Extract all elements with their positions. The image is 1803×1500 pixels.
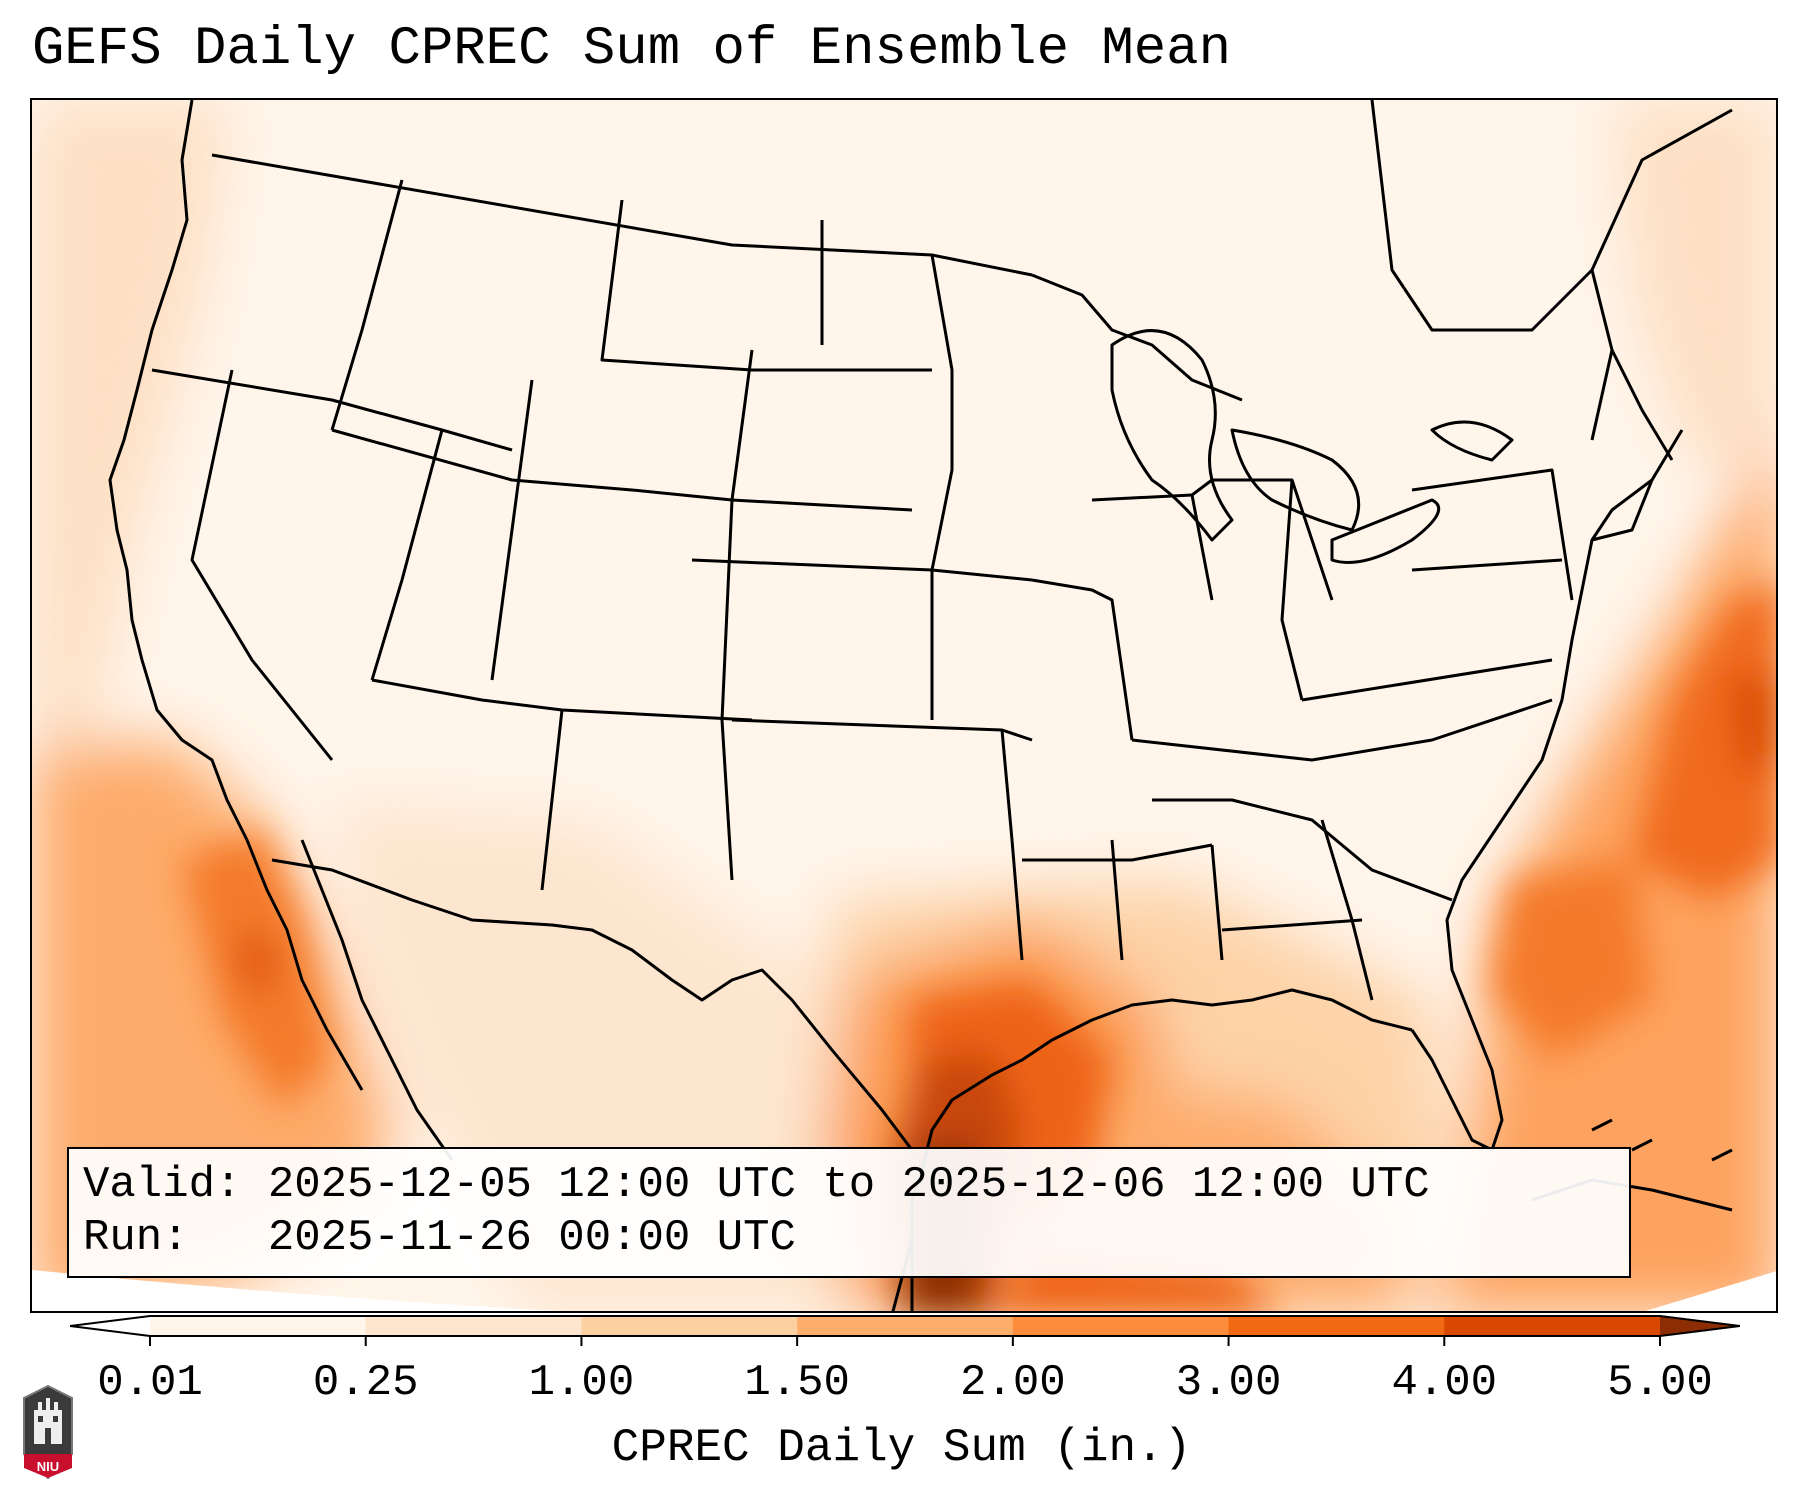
- run-row: Run: 2025-11-26 00:00 UTC: [83, 1212, 1615, 1265]
- precipitation-map: [32, 100, 1776, 1311]
- colorbar-extend-max: [1660, 1316, 1740, 1336]
- colorbar-tick-label: 2.00: [960, 1358, 1066, 1408]
- colorbar-segment: [150, 1316, 367, 1336]
- colorbar: [69, 1310, 1741, 1360]
- colorbar-segment: [1012, 1316, 1230, 1336]
- colorbar-tick-label: 5.00: [1607, 1358, 1713, 1408]
- colorbar-tick-label: 1.50: [744, 1358, 850, 1408]
- colorbar-svg: [69, 1315, 1741, 1346]
- colorbar-segment: [1228, 1316, 1445, 1336]
- page-title: GEFS Daily CPREC Sum of Ensemble Mean: [32, 19, 1231, 80]
- colorbar-tick-label: 0.01: [97, 1358, 203, 1408]
- niu-university-seal-icon: [23, 1384, 73, 1480]
- niu-logo-text: NIU: [36, 1459, 60, 1474]
- run-value: 2025-11-26 00:00 UTC: [267, 1213, 796, 1263]
- projection-edge: [1645, 1271, 1776, 1311]
- colorbar-tick-labels: 0.01 0.25 1.00 1.50 2.00 3.00 4.00 5.00: [0, 1355, 1803, 1415]
- map-panel: [30, 98, 1778, 1313]
- info-box: Valid: 2025-12-05 12:00 UTC to 2025-12-0…: [67, 1147, 1631, 1278]
- colorbar-segment: [581, 1316, 798, 1336]
- colorbar-tick-label: 3.00: [1175, 1358, 1282, 1408]
- niu-logo: NIU: [20, 1384, 76, 1480]
- valid-value: 2025-12-05 12:00 UTC to 2025-12-06 12:00…: [267, 1160, 1430, 1210]
- colorbar-tick-label: 4.00: [1391, 1358, 1498, 1408]
- projection-edge: [32, 1270, 557, 1311]
- colorbar-extend-min: [70, 1316, 150, 1336]
- run-label: Run:: [83, 1213, 189, 1263]
- colorbar-segment: [1444, 1316, 1661, 1336]
- colorbar-tick-label: 0.25: [312, 1358, 419, 1408]
- colorbar-segment: [797, 1316, 1014, 1336]
- valid-label: Valid:: [83, 1160, 242, 1210]
- colorbar-segment: [365, 1316, 582, 1336]
- colorbar-axis-label: CPREC Daily Sum (in.): [611, 1422, 1192, 1474]
- colorbar-tick-label: 1.00: [528, 1358, 635, 1408]
- valid-row: Valid: 2025-12-05 12:00 UTC to 2025-12-0…: [83, 1159, 1615, 1212]
